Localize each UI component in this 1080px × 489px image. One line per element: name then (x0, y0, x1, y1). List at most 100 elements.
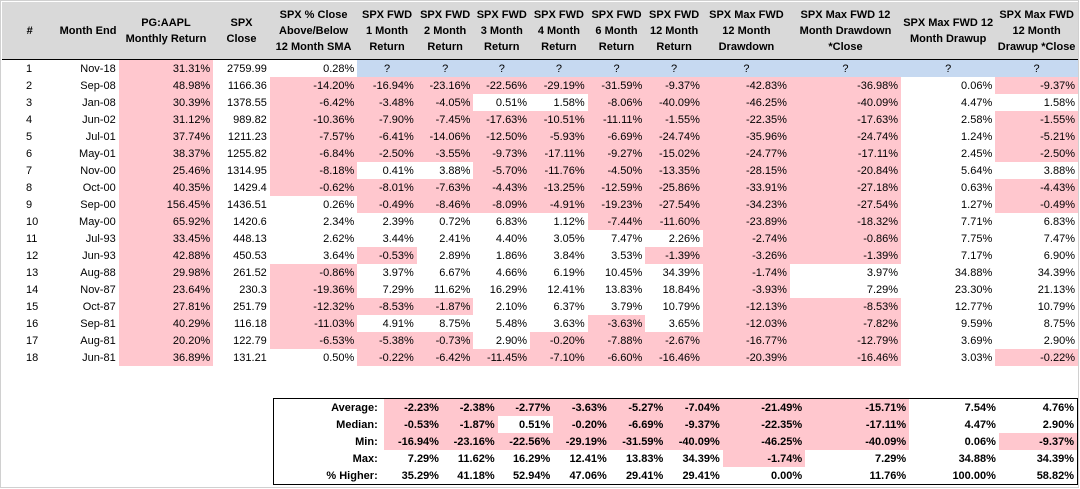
table-cell[interactable]: 230.3 (239, 283, 267, 296)
col-header-pg-aapl-return[interactable]: PG:AAPL Monthly Return (118, 2, 214, 60)
summary-cell[interactable]: -31.59% (609, 433, 667, 450)
table-cell[interactable]: -6.69% (587, 128, 646, 145)
table-cell[interactable]: 251.79 (233, 300, 267, 313)
table-cell[interactable]: -7.45% (416, 111, 474, 128)
summary-cell[interactable]: -29.19% (553, 433, 610, 450)
table-cell[interactable]: -1.87% (416, 298, 474, 315)
table-cell[interactable]: -11.11% (587, 111, 646, 128)
summary-cell[interactable]: 7.54% (964, 401, 996, 414)
table-cell[interactable]: 2.26% (668, 232, 700, 245)
table-cell[interactable]: 1.86% (495, 249, 528, 262)
table-cell[interactable]: 10.45% (605, 266, 643, 279)
table-cell[interactable]: -6.53% (269, 332, 358, 349)
table-cell[interactable]: 2.39% (382, 215, 414, 228)
table-cell[interactable]: 2.34% (323, 215, 355, 228)
table-cell[interactable]: -24.77% (702, 145, 790, 162)
summary-cell[interactable]: 12.41% (569, 452, 607, 465)
table-cell[interactable]: -7.88% (587, 332, 646, 349)
table-cell[interactable]: -29.19% (530, 77, 588, 94)
table-cell[interactable]: 1378.55 (227, 96, 267, 109)
table-cell[interactable]: -20.39% (702, 349, 790, 366)
table-cell[interactable]: -7.10% (530, 349, 588, 366)
summary-cell[interactable]: -0.20% (553, 416, 610, 433)
table-cell[interactable]: 6.83% (1043, 215, 1075, 228)
table-cell[interactable]: 9.59% (961, 317, 993, 330)
table-cell[interactable]: -0.73% (416, 332, 474, 349)
table-cell[interactable]: -6.42% (269, 94, 358, 111)
summary-cell[interactable]: -5.27% (609, 398, 667, 416)
table-cell[interactable]: 116.18 (233, 317, 267, 330)
table-cell[interactable]: 3.84% (553, 249, 585, 262)
table-cell[interactable]: 25.46% (118, 162, 214, 179)
table-cell[interactable]: -1.39% (645, 247, 703, 264)
table-cell[interactable]: Jun-02 (82, 113, 116, 126)
table-cell[interactable]: 14 (26, 283, 39, 296)
table-cell[interactable]: -27.54% (789, 196, 902, 213)
table-cell[interactable]: 34.88% (954, 266, 993, 279)
table-cell[interactable]: 48.98% (118, 77, 214, 94)
table-cell[interactable]: 15 (26, 300, 39, 313)
table-cell[interactable]: -16.46% (645, 349, 703, 366)
table-cell[interactable]: 131.21 (233, 351, 267, 364)
table-cell[interactable]: 17 (26, 334, 39, 347)
table-cell[interactable]: 8.75% (1043, 317, 1075, 330)
table-cell[interactable]: 37.74% (118, 128, 214, 145)
table-cell[interactable]: -4.43% (995, 179, 1078, 196)
col-header-fwd-1m[interactable]: SPX FWD 1 Month Return (357, 2, 417, 60)
table-cell[interactable]: 0.06% (961, 79, 993, 92)
table-cell[interactable]: May-01 (79, 147, 116, 160)
table-cell[interactable]: -24.74% (645, 128, 703, 145)
table-cell[interactable]: 4.91% (382, 317, 414, 330)
table-cell[interactable]: Oct-00 (82, 181, 116, 194)
table-cell[interactable]: -16.94% (357, 77, 417, 94)
table-cell[interactable]: -1.55% (995, 111, 1078, 128)
summary-cell[interactable]: 7.29% (407, 452, 439, 465)
col-header-fwd-4m[interactable]: SPX FWD 4 Month Return (530, 2, 588, 60)
table-cell[interactable]: 1436.51 (227, 198, 267, 211)
table-cell[interactable]: 156.45% (118, 196, 214, 213)
table-cell[interactable]: -2.50% (357, 145, 417, 162)
summary-cell[interactable]: 47.06% (569, 469, 607, 482)
table-cell[interactable]: -23.89% (702, 213, 790, 230)
table-cell[interactable]: -23.16% (416, 77, 474, 94)
table-cell[interactable]: 3.65% (668, 317, 700, 330)
table-cell[interactable]: 0.72% (439, 215, 471, 228)
table-cell[interactable]: ? (789, 59, 902, 77)
col-header-max-drawup[interactable]: SPX Max FWD 12 Month Drawup (901, 2, 996, 60)
table-cell[interactable]: -7.57% (269, 128, 358, 145)
table-cell[interactable]: Aug-81 (80, 334, 116, 347)
table-cell[interactable]: -11.03% (269, 315, 358, 332)
table-cell[interactable]: -40.09% (789, 94, 902, 111)
table-cell[interactable]: -18.32% (789, 213, 902, 230)
summary-cell[interactable]: 11.62% (457, 452, 495, 465)
table-cell[interactable]: 7.71% (961, 215, 993, 228)
table-cell[interactable]: -3.55% (416, 145, 474, 162)
table-cell[interactable]: 2.90% (1043, 334, 1075, 347)
table-cell[interactable]: 3.97% (866, 266, 899, 279)
table-cell[interactable]: 0.63% (961, 181, 993, 194)
summary-cell[interactable]: 13.83% (625, 452, 664, 465)
table-cell[interactable]: 1 (26, 62, 33, 75)
table-cell[interactable]: -40.09% (645, 94, 703, 111)
summary-cell[interactable]: -40.09% (666, 433, 723, 450)
summary-cell[interactable]: 0.06% (964, 435, 996, 448)
table-cell[interactable]: 30.39% (118, 94, 214, 111)
table-cell[interactable]: 34.39% (1037, 266, 1075, 279)
summary-cell[interactable]: -40.09% (805, 433, 910, 450)
col-header-max-drawup-close[interactable]: SPX Max FWD 12 Month Drawup *Close (995, 2, 1078, 60)
table-cell[interactable]: -42.83% (702, 77, 790, 94)
col-header-fwd-2m[interactable]: SPX FWD 2 Month Return (416, 2, 474, 60)
summary-cell[interactable]: 29.41% (682, 469, 720, 482)
table-cell[interactable]: -46.25% (702, 94, 790, 111)
table-cell[interactable]: 21.13% (1037, 283, 1075, 296)
table-cell[interactable]: 23.64% (118, 281, 214, 298)
table-cell[interactable]: -16.46% (789, 349, 902, 366)
table-cell[interactable]: -15.02% (645, 145, 703, 162)
table-cell[interactable]: -1.74% (702, 264, 790, 281)
table-cell[interactable]: 2.89% (439, 249, 471, 262)
table-cell[interactable]: 7.29% (866, 283, 899, 296)
table-cell[interactable]: 1.58% (1043, 96, 1075, 109)
table-cell[interactable]: 27.81% (118, 298, 214, 315)
table-cell[interactable]: 4.66% (495, 266, 528, 279)
summary-cell[interactable]: -6.69% (609, 416, 667, 433)
